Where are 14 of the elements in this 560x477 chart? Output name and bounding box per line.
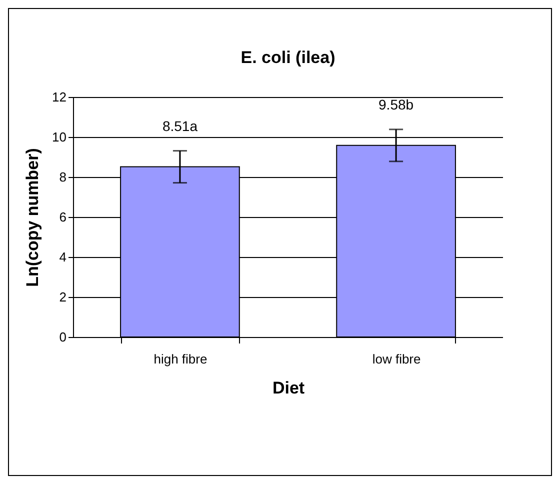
y-tick-label: 4 — [59, 250, 66, 264]
y-tick-label: 8 — [59, 170, 66, 184]
x-tick-label: high fibre — [154, 352, 208, 366]
y-tick-label: 6 — [59, 210, 66, 224]
y-axis-title: Ln(copy number) — [23, 148, 42, 287]
y-tick-label: 10 — [52, 130, 66, 144]
x-tick-label: low fibre — [372, 352, 421, 366]
y-tick-label: 12 — [52, 90, 66, 104]
data-label: 9.58b — [378, 96, 414, 112]
x-axis-title: Diet — [272, 378, 305, 398]
data-label: 8.51a — [162, 118, 198, 134]
y-tick-label: 0 — [59, 330, 66, 344]
y-tick-label: 2 — [59, 290, 66, 304]
chart-title: E. coli (ilea) — [240, 48, 336, 67]
